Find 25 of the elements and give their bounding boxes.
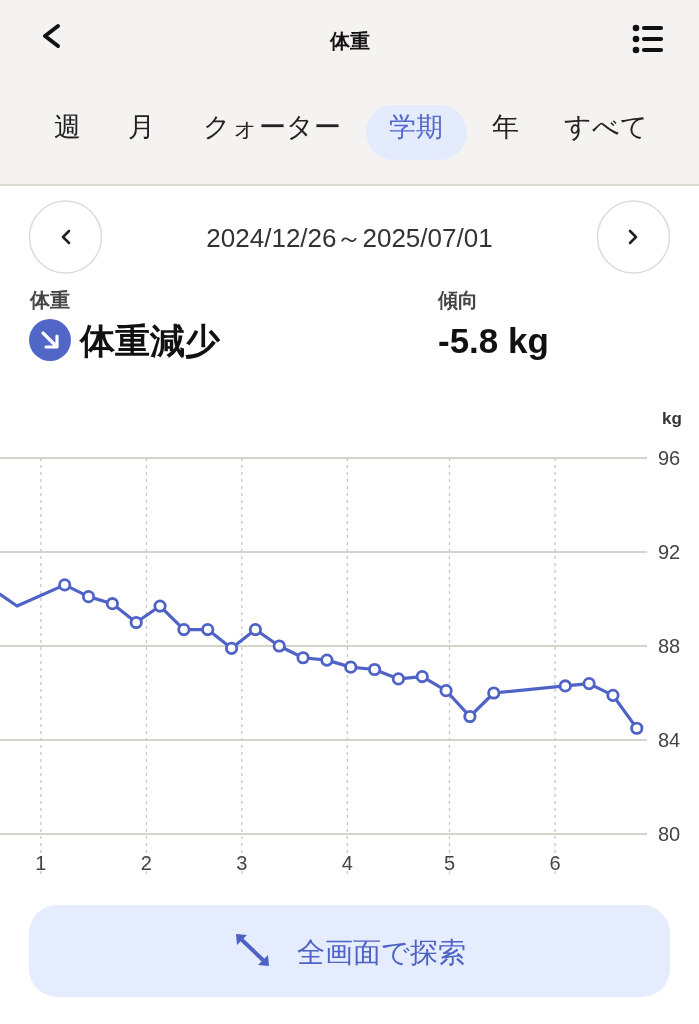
x-tick-label: 6 (549, 852, 561, 874)
y-tick-label: 80 (657, 823, 681, 845)
x-tick-label: 3 (236, 852, 248, 874)
annotation: -5.8 kg (438, 321, 549, 360)
title: 体重 (329, 30, 370, 52)
y-axis-title: kg (662, 409, 682, 428)
annotation: すべて (564, 112, 648, 142)
x-tick-label: 2 (140, 852, 152, 874)
x-tick-label: 5 (443, 852, 456, 874)
annotation: 年 (491, 112, 519, 142)
annotation: 学期 (389, 112, 443, 142)
annotation: クォーター (203, 112, 341, 142)
annotation: 体重減少 (80, 321, 220, 360)
y-tick-label: 96 (657, 447, 681, 469)
annotation: 週 (53, 112, 81, 142)
annotation: 月 (127, 112, 155, 142)
y-tick-label: 92 (657, 541, 681, 563)
x-tick-label: 4 (341, 852, 353, 874)
annotation: 体重 (30, 289, 70, 311)
y-tick-label: 84 (657, 729, 681, 751)
subtitle: 2024/12/26～2025/07/01 (206, 223, 493, 253)
annotation: 全画面で探索 (297, 937, 466, 968)
y-tick-label: 88 (657, 635, 681, 657)
x-tick-label: 1 (35, 852, 47, 874)
annotation: 傾向 (438, 289, 478, 311)
